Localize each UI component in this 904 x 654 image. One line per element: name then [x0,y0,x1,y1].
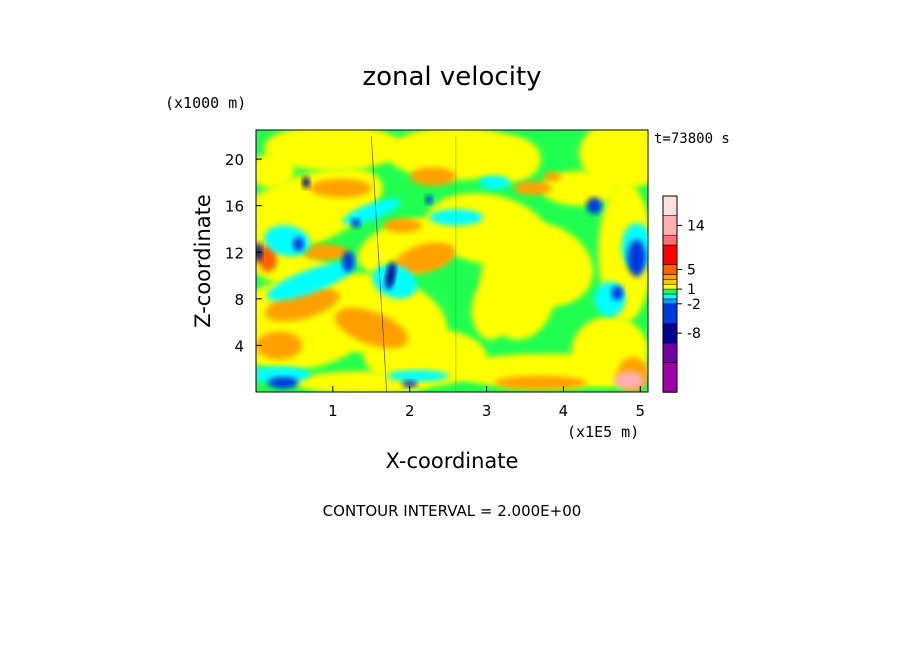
colorbar-label: 1 [687,282,696,298]
contour-patch [382,218,422,233]
x-tick-label: 3 [482,402,492,420]
colorbar-swatch [662,195,678,216]
contour-patch [540,170,618,206]
contour-patch [302,176,310,189]
colorbar-swatch [662,234,678,246]
y-tick-label: 20 [225,151,244,169]
contour-patch [409,167,456,186]
x-tick-label: 4 [559,402,569,420]
y-tick-label: 12 [225,244,244,262]
colorbar-swatch [662,215,678,236]
contour-patch [385,261,396,290]
contour-patch [471,281,510,340]
contour-patch [613,371,645,390]
colorbar-label: -8 [687,326,701,342]
colorbar-swatch [662,288,678,295]
contour-patch [309,178,372,198]
contour-patch [342,198,401,225]
y-tick-label: 8 [234,291,244,309]
contour-patch [386,369,449,382]
colorbar-swatch [662,362,678,393]
chart-title: zonal velocity [362,62,541,92]
time-label: t=73800 s [654,131,730,147]
colorbar-label: 5 [687,263,696,279]
contour-patch [371,264,417,299]
x-axis-label: X-coordinate [386,449,519,473]
x-unit-label: (x1E5 m) [567,423,639,441]
contour-patch [334,307,408,349]
contour-patch [256,153,295,189]
contour-streak [370,135,388,392]
contour-patch [627,239,646,277]
colorbar-swatch [662,293,678,300]
colorbar-swatch [662,323,678,344]
contour-patch [513,181,552,196]
colorbar-swatch [662,244,678,265]
x-tick-label: 2 [405,402,415,420]
contour-patch [395,242,456,274]
y-tick-label: 16 [225,198,244,216]
colorbar-frame [662,195,678,393]
contour-patch [478,175,510,190]
contour-patch [266,262,354,301]
contour-patch [256,331,303,360]
contour-field [256,130,648,392]
colorbar: 14 5 1-2 -8 [662,195,705,393]
x-tick-label: 5 [636,402,646,420]
contour-patch [292,237,304,252]
contour-patch [402,380,418,388]
colorbar-swatch [662,283,678,290]
y-unit-label: (x1000 m) [165,94,246,112]
y-axis-label: Z-coordinate [191,194,215,328]
contour-patch [478,135,541,183]
contour-interval-footer: CONTOUR INTERVAL = 2.000E+00 [323,502,582,520]
contour-patch [263,130,403,171]
contour-patch [258,244,277,273]
contour-patch [487,221,593,307]
colorbar-swatch [662,298,678,305]
contour-patch [611,286,624,301]
colorbar-swatch [662,342,678,363]
colorbar-swatch [662,303,678,324]
colorbar-label: 14 [687,218,705,234]
x-tick-label: 1 [328,402,338,420]
colorbar-label: -2 [687,297,701,313]
contour-patch [542,171,562,182]
contour-patch [256,366,310,383]
contour-patch [586,197,602,214]
contour-patch [267,376,299,389]
contour-patch [494,375,587,390]
plot-frame [255,129,649,393]
contour-patch [302,244,349,261]
contour-patch [264,287,340,322]
y-tick-label: 4 [234,337,244,355]
contour-patch [351,218,361,228]
colorbar-swatch [662,274,678,280]
colorbar-swatch [662,279,678,285]
colorbar-swatch [662,264,678,275]
contour-patch [425,195,433,205]
contour-patch [342,251,355,273]
